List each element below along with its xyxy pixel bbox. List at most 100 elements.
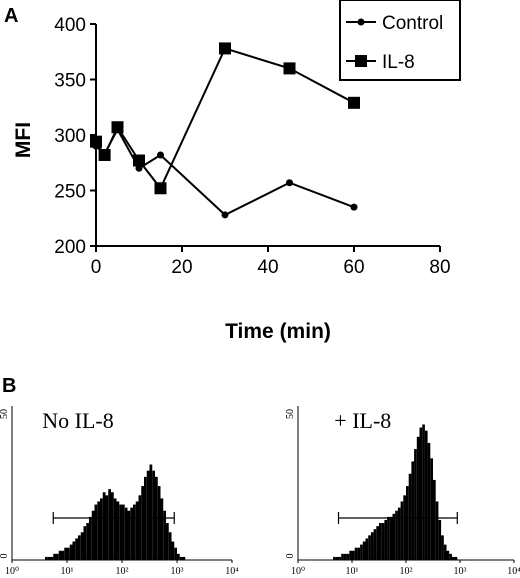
- hist-bar: [443, 544, 447, 560]
- x-tick-label: 0: [91, 257, 102, 278]
- point-il8: [154, 182, 167, 195]
- hist-bar: [392, 513, 396, 560]
- hist-bar: [78, 535, 81, 560]
- hist-bar: [166, 523, 169, 560]
- hist-bar: [141, 486, 144, 560]
- hist-y-tick-bottom: 0: [0, 554, 10, 559]
- point-il8: [111, 121, 124, 134]
- hist-bar: [362, 541, 366, 560]
- hist-bar: [119, 504, 122, 560]
- hist-bar: [152, 470, 155, 560]
- hist-bar: [138, 495, 142, 560]
- point-control: [157, 151, 164, 159]
- y-tick-label: 400: [54, 15, 86, 36]
- hist-bar: [357, 547, 361, 560]
- hist-bar: [433, 479, 436, 560]
- x-tick-label: 40: [257, 257, 278, 278]
- hist-bar: [83, 526, 87, 560]
- y-axis-title: MFI: [12, 122, 35, 158]
- hist-bar: [111, 492, 114, 560]
- hist-bar: [94, 504, 98, 560]
- x-tick-label: 80: [429, 257, 450, 278]
- hist-bar: [102, 492, 106, 560]
- hist-bar: [430, 458, 433, 560]
- hist-bar: [127, 510, 131, 560]
- hist-bar: [335, 556, 339, 560]
- y-tick-label: 250: [54, 182, 86, 203]
- hist-bar: [406, 486, 409, 560]
- hist-bar: [384, 519, 388, 560]
- hist-x-tick-label: 10³: [171, 566, 184, 577]
- point-il8: [283, 62, 296, 75]
- hist-bar: [341, 553, 344, 560]
- hist-bar: [58, 550, 62, 560]
- point-il8: [98, 148, 111, 161]
- hist-x-tick-label: 10⁰: [291, 566, 305, 577]
- hist-bar: [163, 510, 166, 560]
- hist-bar: [454, 556, 458, 560]
- hist-bar: [160, 498, 164, 560]
- series-layer: [90, 42, 360, 219]
- hist-bar: [411, 461, 415, 560]
- hist-y-tick-top: 50: [285, 409, 296, 419]
- hist-bar: [135, 501, 139, 560]
- legend-control-marker: [357, 18, 365, 26]
- hist-bar: [64, 547, 67, 560]
- hist-x-tick-label: 10⁴: [507, 566, 520, 577]
- hist-bar: [370, 532, 374, 560]
- hist-bar: [427, 442, 431, 560]
- point-control: [135, 164, 143, 172]
- legend-il8-marker: [355, 55, 367, 67]
- hist-bar: [61, 550, 65, 560]
- hist-bar: [360, 544, 363, 560]
- hist-bar: [113, 498, 117, 560]
- hist-x-tick-label: 10⁴: [225, 566, 239, 577]
- x-tick-label: 60: [343, 257, 364, 278]
- legend-label-control: Control: [382, 13, 443, 34]
- point-il8: [348, 96, 360, 109]
- hist-bar: [108, 489, 111, 560]
- hist-x-tick-label: 10¹: [346, 566, 359, 577]
- hist-bar: [400, 501, 404, 560]
- histogram-no-il8: 50 0 10⁰ 10¹ 10² 10³ 10⁴ No IL-8: [0, 406, 239, 577]
- hist-bar: [75, 538, 78, 560]
- hist-bar: [333, 556, 336, 560]
- hist-bar: [45, 556, 48, 560]
- x-axis-ticks: 0 20 40 60 80: [91, 246, 451, 278]
- hist-bar: [182, 556, 186, 560]
- hist-bar: [168, 532, 172, 560]
- y-tick-label: 350: [54, 71, 86, 92]
- hist-bar: [338, 556, 342, 560]
- hist-bar: [97, 501, 100, 560]
- hist-bar: [47, 556, 51, 560]
- hist-bar: [53, 553, 56, 560]
- hist-bar: [422, 424, 425, 560]
- y-tick-label: 200: [54, 237, 86, 258]
- hist-bar: [395, 510, 398, 560]
- line-chart: 200 250 300 350 400 0 20 40 60 80 MFI Time (min)…: [12, 0, 461, 343]
- hist-bar: [72, 541, 76, 560]
- hist-bar: [438, 519, 442, 560]
- x-axis-title: Time (min): [225, 320, 331, 343]
- legend: Control IL-8: [339, 0, 461, 81]
- histogram-plus-il8: 50 0 10⁰ 10¹ 10² 10³ 10⁴ + IL-8: [285, 406, 520, 577]
- hist-bar: [343, 553, 347, 560]
- hist-bar: [116, 501, 120, 560]
- hist-bar: [133, 504, 136, 560]
- hist-bar: [80, 532, 84, 560]
- hist-bar: [177, 553, 180, 560]
- hist-bar: [146, 470, 150, 560]
- hist-bar: [451, 556, 455, 560]
- hist-bar: [397, 507, 401, 560]
- hist-bar: [171, 541, 175, 560]
- legend-label-il8: IL-8: [382, 52, 415, 73]
- hist-bar: [69, 544, 73, 560]
- hist-bar: [349, 550, 352, 560]
- hist-bar: [56, 553, 59, 560]
- hist-bar: [346, 553, 350, 560]
- hist-bar: [86, 523, 89, 560]
- series-line-il8: [95, 47, 355, 191]
- hist-bar: [174, 547, 177, 560]
- hist-bar: [441, 535, 444, 560]
